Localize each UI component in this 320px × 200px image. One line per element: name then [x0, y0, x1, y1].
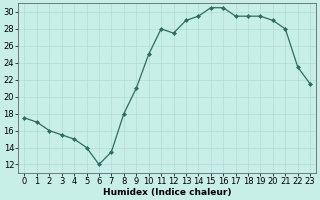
- X-axis label: Humidex (Indice chaleur): Humidex (Indice chaleur): [103, 188, 232, 197]
